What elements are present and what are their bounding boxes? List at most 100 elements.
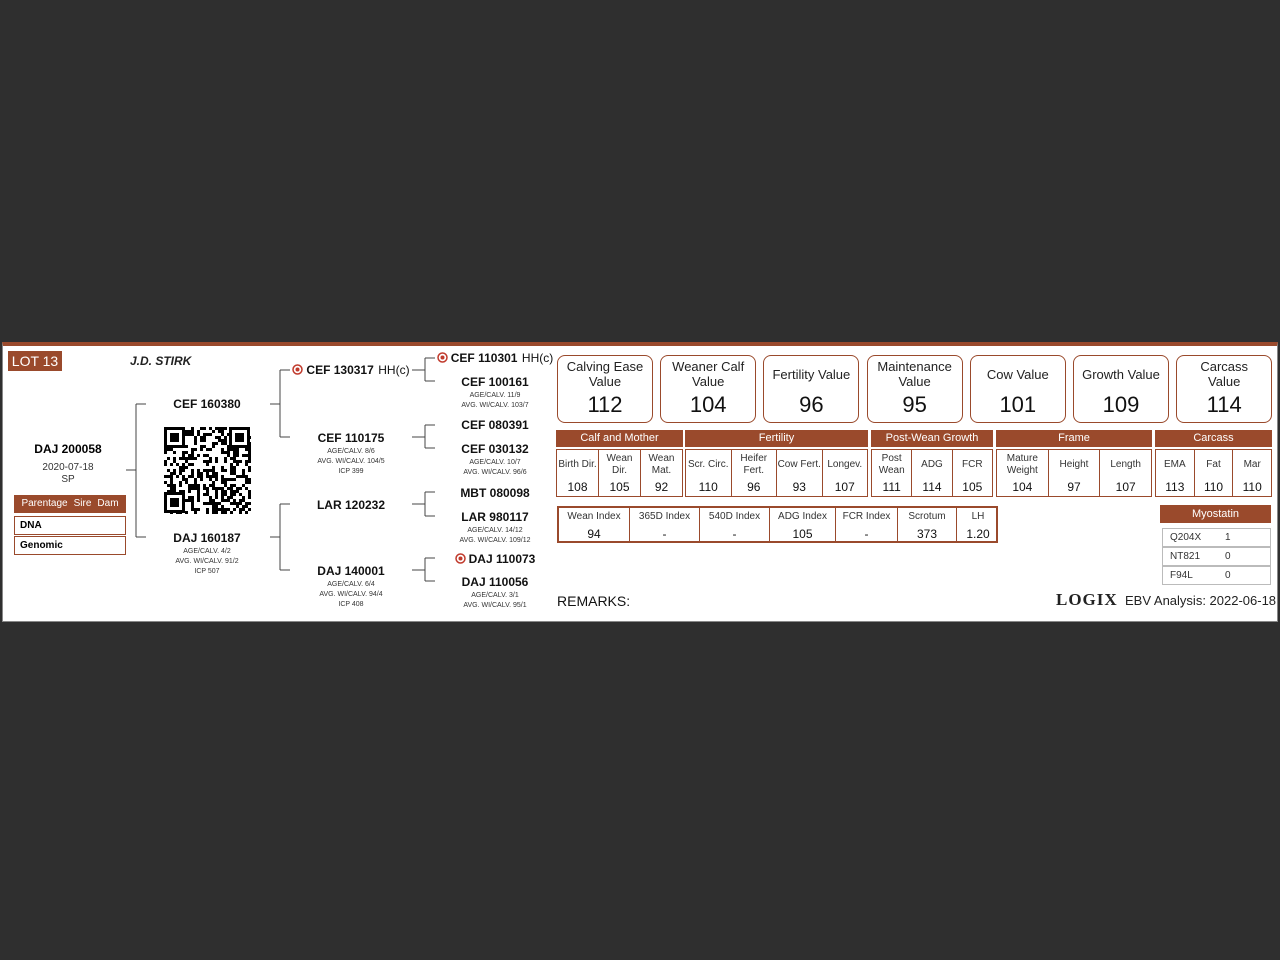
qr-code <box>164 427 251 514</box>
pedigree-node: CEF 080391 <box>420 416 570 434</box>
index-label: ADG Index <box>778 511 827 522</box>
trait-cell: FCR 105 <box>953 450 993 496</box>
trait-label: Mature Weight <box>1006 453 1038 476</box>
group-header: Carcass <box>1155 430 1272 447</box>
trait-value: 104 <box>1012 480 1033 494</box>
myostatin-gene: NT821 <box>1170 551 1201 562</box>
group-cells: Post Wean 111 ADG 114 FCR 105 <box>871 449 993 497</box>
trait-label: Cow Fert. <box>777 459 821 470</box>
group-header: Frame <box>996 430 1152 447</box>
node-title: CEF 110301 HH(c) <box>420 349 570 367</box>
group-cells: Scr. Circ. 110 Heifer Fert. 96 Cow Fert. 93 Lo… <box>685 449 868 497</box>
trait-cell: Wean Mat. 92 <box>641 450 683 496</box>
node-title: CEF 080391 <box>420 416 570 434</box>
myostatin-value: 0 <box>1225 570 1231 581</box>
node-detail: AVG. WI/CALV. 109/12 <box>459 537 531 544</box>
trait-cell: Longev. 107 <box>823 450 868 496</box>
trait-value: 97 <box>1067 480 1081 494</box>
node-id: CEF 110301 <box>450 351 518 365</box>
trait-value: 113 <box>1165 480 1185 494</box>
node-detail: ICP 507 <box>194 568 220 575</box>
value-card: Fertility Value 96 <box>763 355 860 423</box>
trait-value: 92 <box>654 480 669 494</box>
value-label: Maintenance Value <box>877 359 952 389</box>
value-card: Calving Ease Value 112 <box>557 355 653 423</box>
pedigree-node: CEF 130317 HH(c) <box>276 361 426 379</box>
node-suffix: HH(c) <box>521 351 554 365</box>
value-card: Maintenance Value 95 <box>866 355 963 423</box>
node-title: CEF 130317 HH(c) <box>276 361 426 379</box>
node-id: DAJ 110056 <box>461 575 529 589</box>
node-id: CEF 130317 <box>306 363 374 377</box>
trait-cell: Birth Dir. 108 <box>557 450 599 496</box>
index-cell: Wean Index 94 <box>559 508 630 541</box>
analysis-date: EBV Analysis: 2022-06-18 <box>1125 593 1277 608</box>
trait-value: 93 <box>792 480 806 494</box>
node-detail: AVG. WI/CALV. 96/6 <box>463 469 527 476</box>
value-number: 95 <box>902 392 927 417</box>
node-id: CEF 030132 <box>461 442 529 456</box>
parentage-row: DNA <box>14 516 126 535</box>
trait-label: Length <box>1110 459 1141 470</box>
node-suffix: HH(c) <box>378 363 410 377</box>
node-detail: AVG. WI/CALV. 103/7 <box>461 402 529 409</box>
myostatin-title: Myostatin <box>1160 505 1271 523</box>
index-value: 94 <box>587 527 601 541</box>
trait-label: Longev. <box>827 459 863 470</box>
trait-value: 114 <box>922 480 942 494</box>
parentage-row: Genomic <box>14 536 126 555</box>
trait-label: Heifer Fert. <box>740 453 768 476</box>
trait-cell: Fat 110 <box>1195 450 1234 496</box>
trait-value: 105 <box>962 480 983 494</box>
value-card: Growth Value 109 <box>1073 355 1169 423</box>
trait-cell: Wean Dir. 105 <box>599 450 641 496</box>
trait-value: 110 <box>1242 480 1262 494</box>
index-value: 105 <box>792 527 813 541</box>
trait-value: 110 <box>1203 480 1224 494</box>
node-title: DAJ 140001 <box>276 562 426 580</box>
lot-label: LOT 13 <box>8 351 62 371</box>
node-id: CEF 110175 <box>317 431 385 445</box>
node-title: LAR 120232 <box>276 496 426 514</box>
pedigree-node: CEF 030132 AGE/CALV. 10/7 AVG. WI/CALV. 96… <box>420 440 570 478</box>
index-label: 540D Index <box>708 511 761 522</box>
trait-cell: Length 107 <box>1100 450 1153 496</box>
trait-cell: Post Wean 111 <box>872 450 913 496</box>
group-header: Fertility <box>685 430 868 447</box>
index-label: FCR Index <box>842 511 891 522</box>
node-id: LAR 120232 <box>316 498 386 512</box>
node-detail: AGE/CALV. 14/12 <box>467 527 523 534</box>
trait-cell: Cow Fert. 93 <box>777 450 823 496</box>
node-detail: AGE/CALV. 6/4 <box>327 581 375 588</box>
trait-value: 105 <box>609 480 630 494</box>
pedigree-node: CEF 110175 AGE/CALV. 8/6 AVG. WI/CALV. 104… <box>276 429 426 477</box>
trait-label: Height <box>1059 459 1089 470</box>
value-label: Fertility Value <box>772 366 851 382</box>
index-cell: 540D Index - <box>700 508 770 541</box>
trait-value: 96 <box>747 480 761 494</box>
index-value: - <box>662 527 667 541</box>
myostatin-value: 0 <box>1225 551 1231 562</box>
animal-id: DAJ 200058 <box>34 442 102 456</box>
pedigree-node: DAJ 160187 AGE/CALV. 4/2 AVG. WI/CALV. 91/… <box>132 529 282 577</box>
pedigree-node: LAR 980117 AGE/CALV. 14/12 AVG. WI/CALV. 1… <box>420 508 570 546</box>
index-label: Scrotum <box>908 511 946 522</box>
node-detail: AGE/CALV. 10/7 <box>469 459 521 466</box>
myostatin-gene: Q204X <box>1170 532 1202 543</box>
value-card: Weaner Calf Value 104 <box>660 355 757 423</box>
node-title: CEF 030132 <box>420 440 570 458</box>
pedigree-node: MBT 080098 <box>420 484 570 502</box>
node-title: CEF 160380 <box>132 395 282 413</box>
pedigree-node: DAJ 110073 <box>420 550 570 568</box>
myostatin-value: 1 <box>1225 532 1231 543</box>
node-detail: AVG. WI/CALV. 91/2 <box>175 558 239 565</box>
remarks: REMARKS: <box>557 593 631 609</box>
trait-cell: Mar 110 <box>1233 450 1273 496</box>
index-cell: ADG Index 105 <box>770 508 836 541</box>
group-cells: EMA 113 Fat 110 Mar 110 <box>1155 449 1273 497</box>
node-detail: AGE/CALV. 3/1 <box>471 592 519 599</box>
value-label: Cow Value <box>986 366 1049 382</box>
value-label: Calving Ease Value <box>566 359 644 389</box>
